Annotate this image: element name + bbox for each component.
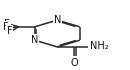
- Text: NH₂: NH₂: [90, 41, 109, 51]
- Text: F: F: [4, 19, 10, 29]
- Text: N: N: [31, 35, 38, 45]
- Text: F: F: [3, 22, 8, 32]
- Text: N: N: [54, 15, 61, 25]
- Text: O: O: [70, 58, 78, 68]
- Text: F: F: [6, 26, 12, 36]
